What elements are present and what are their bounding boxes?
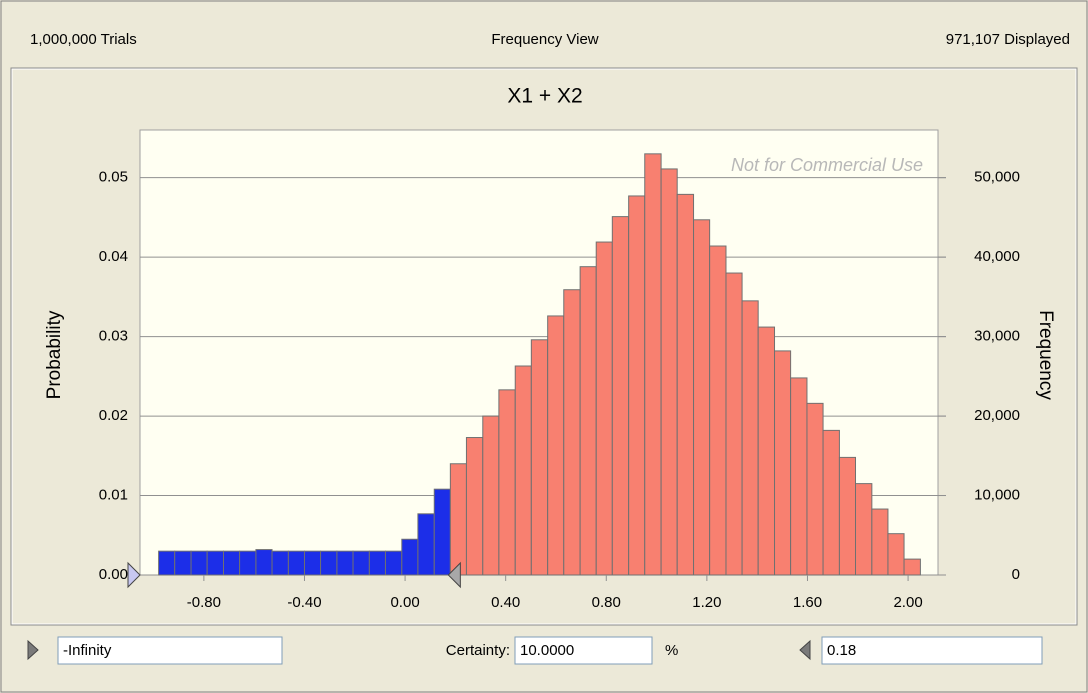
watermark: Not for Commercial Use [731,155,923,175]
x-tick-label: 1.20 [692,594,721,611]
bar [401,538,419,576]
bar [563,289,581,576]
bar [158,550,176,576]
y-tick-label: 0.00 [99,566,128,583]
lower-grabber[interactable] [127,561,141,589]
bar [806,402,824,576]
trials: 1,000,000 Trials [30,31,137,48]
bottom-controls: -Infinity Certainty: 10.0000 % 0.18 [27,636,1043,665]
y2-tick-label: 40,000 [974,248,1020,265]
bar [871,508,889,576]
bar [287,550,305,576]
bar [174,550,192,576]
certainty-value[interactable]: 10.0000 [520,642,574,659]
upper-value[interactable]: 0.18 [827,642,856,659]
x-tick-label: -0.80 [187,594,221,611]
bar [320,550,338,576]
bar [433,488,451,576]
bar [725,272,743,576]
bar [255,549,273,576]
bar [660,168,678,576]
bar [838,456,857,576]
bar [903,558,921,576]
lower-input[interactable] [57,636,283,665]
bar [465,437,484,576]
bar [222,550,241,576]
bar [547,315,565,576]
bar [887,533,905,576]
bar [595,241,613,576]
lower-grabber-icon[interactable] [27,639,39,661]
certainty-input[interactable] [514,636,653,665]
bar [822,429,840,576]
bar [206,550,224,576]
x-tick-label: -0.40 [287,594,321,611]
bar [530,339,549,576]
displayed: 971,107 Displayed [946,31,1070,48]
bar [757,326,776,576]
y-tick-label: 0.05 [99,169,128,186]
bar [676,193,695,576]
x-tick-label: 0.00 [390,594,419,611]
bar [709,245,727,576]
y2-axis-label: Frequency [1035,310,1056,400]
bar [741,300,759,576]
chart-panel-highlight [11,68,1077,625]
bar [417,513,435,576]
bar [855,483,873,576]
y-tick-label: 0.01 [99,487,128,504]
bar [190,550,208,576]
y-tick-label: 0.02 [99,407,128,424]
upper-grabber[interactable] [447,561,461,589]
bar [579,266,597,576]
x-tick-label: 0.80 [592,594,621,611]
lower-value[interactable]: -Infinity [63,642,112,659]
bar [774,350,792,576]
bar [498,389,516,576]
bar [482,415,500,576]
x-tick-label: 0.40 [491,594,520,611]
bar [514,365,532,576]
chart-title: X1 + X2 [507,85,582,108]
y-tick-label: 0.04 [99,248,128,265]
certainty-label: Certainty: [446,642,510,659]
bar [790,377,808,576]
y2-tick-label: 50,000 [974,169,1020,186]
view-title: Frequency View [491,31,598,48]
y-axis-label: Probability [44,310,65,399]
x-tick-label: 2.00 [893,594,922,611]
bar [352,550,370,576]
x-tick-label: 1.60 [793,594,822,611]
bar [239,550,257,576]
bar [449,463,467,576]
y2-tick-label: 10,000 [974,487,1020,504]
bar [336,550,354,576]
bar [368,550,386,576]
bar [271,550,289,576]
bar [644,153,662,576]
plot-layer [140,153,946,576]
bar [693,219,711,576]
certainty-unit: % [665,642,678,659]
y2-tick-label: 30,000 [974,328,1020,345]
y-tick-label: 0.03 [99,328,128,345]
y2-tick-label: 0 [1012,566,1020,583]
upper-grabber-icon[interactable] [799,639,811,661]
bar [628,195,646,576]
upper-input[interactable] [821,636,1043,665]
y2-tick-label: 20,000 [974,407,1020,424]
bar [303,550,322,576]
bar [384,550,403,576]
bar [611,216,630,576]
